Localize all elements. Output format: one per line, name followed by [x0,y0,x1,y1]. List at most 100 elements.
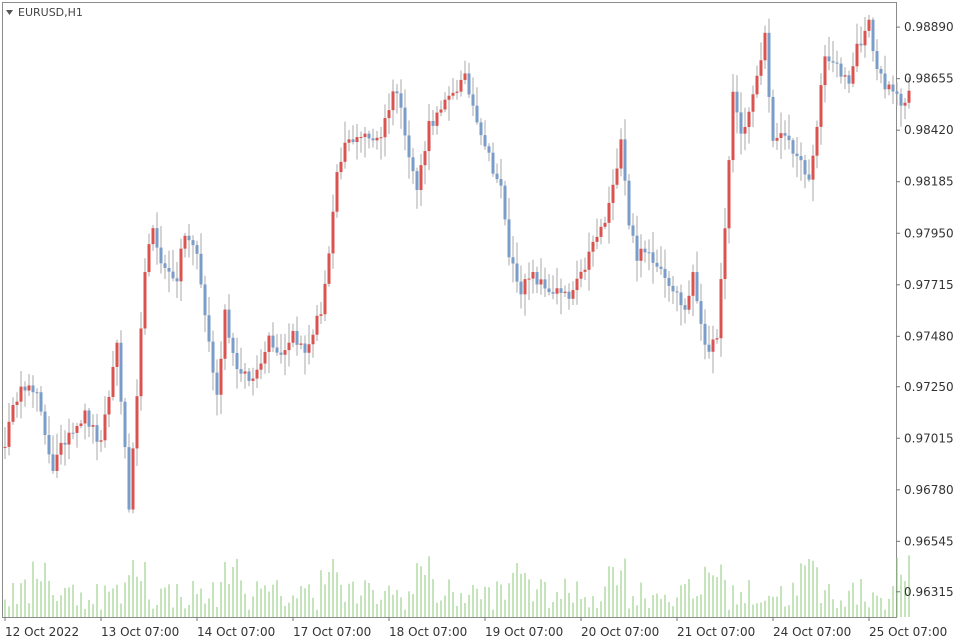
candle [643,240,647,263]
candle [599,218,603,245]
candle-body [247,371,251,381]
candle [55,433,59,479]
candle [91,414,95,444]
candle [775,122,779,150]
candle-body [647,252,651,254]
candle-body [239,369,243,374]
candle-body [503,185,507,220]
candle [151,224,155,251]
candle-body [87,410,91,427]
candle-body [867,19,871,31]
candle-body [31,385,35,393]
time-tick-label: 25 Oct 07:00 [869,625,947,639]
candle [703,309,707,360]
candle [815,120,819,169]
candle-body [655,262,659,267]
dropdown-triangle-icon[interactable] [6,10,13,15]
candle-body [55,454,59,471]
price-tick-label: 0.98185 [904,175,954,189]
candle-body [459,79,463,92]
candle-body [607,202,611,223]
candle [339,147,343,180]
candle-body [195,245,199,254]
candle [575,260,579,305]
candle-body [199,253,203,285]
candle [215,359,219,416]
candle-body [635,235,639,261]
candle [791,137,795,168]
candle [87,407,91,438]
candle [315,304,319,341]
candle-body [327,253,331,284]
candle [439,100,443,117]
candle [7,402,11,456]
candle [183,232,187,258]
candle-body [487,146,491,153]
candle-body [11,404,15,422]
candle [847,70,851,94]
candle [363,127,367,158]
candle [683,298,687,324]
candle [899,88,903,127]
candle [171,249,175,282]
price-tick-label: 0.96780 [904,483,954,497]
candle [19,370,23,419]
candle [387,93,391,134]
candle-body [251,378,255,381]
candle-body [311,334,315,345]
candle-body [3,446,7,448]
candle [531,259,535,294]
candle [59,424,63,465]
candle [763,25,767,69]
candle-body [303,343,307,353]
candle-body [575,278,579,291]
candle-body [707,344,711,352]
candle [195,240,199,270]
candle [291,323,295,348]
candle-body [15,401,19,405]
candle-body [791,140,795,154]
candle-body [899,93,903,106]
candle [423,141,427,185]
candle [115,339,119,386]
candle-body [663,268,667,278]
candle-body [451,92,455,96]
candle [771,89,775,148]
candle [79,420,83,429]
candle-body [331,211,335,254]
candle-body [687,295,691,310]
candle [739,92,743,155]
candle [523,273,527,316]
price-axis: 0.98890 0.98655 0.98420 0.98185 0.97950 0.977… [896,20,954,599]
candle-body [779,133,783,138]
candle [407,120,411,179]
candle-body [519,281,523,295]
candle [755,65,759,98]
candle [731,74,735,173]
candle-body [747,111,751,128]
candle-body [695,272,699,302]
candle-body [483,135,487,147]
candle-body [75,426,79,433]
candle [875,39,879,81]
candle [511,236,515,283]
candle-body [203,284,207,316]
candle-body [875,51,879,70]
candle-body [463,73,467,80]
candle-body [727,160,731,229]
candle-body [435,112,439,126]
candle-body [343,142,347,162]
candle [307,325,311,365]
candle-body [555,288,559,294]
candle-body [287,342,291,351]
candle [711,325,715,374]
candle-body [59,442,63,455]
candle-body [419,165,423,190]
candle [607,186,611,244]
candle-body [627,180,631,226]
candle-body [683,305,687,310]
candle [603,216,607,230]
candle [163,254,167,280]
symbol-label[interactable]: EURUSD,H1 [6,6,83,19]
